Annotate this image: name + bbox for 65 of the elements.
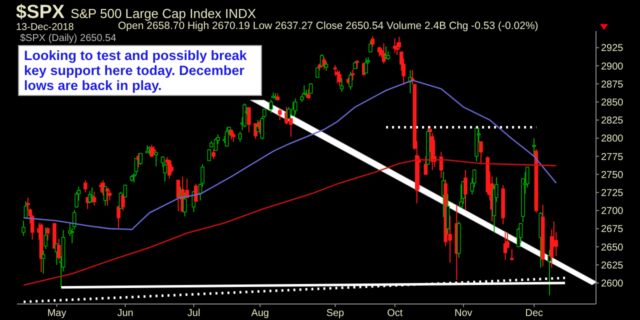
candlestick bbox=[510, 248, 514, 262]
candlestick bbox=[232, 132, 236, 142]
candlestick bbox=[446, 193, 450, 235]
y-tick-label: 2875 bbox=[601, 79, 624, 90]
annotation: $SPX (Daily) 2650.54 bbox=[20, 33, 116, 44]
candlestick bbox=[238, 131, 242, 142]
candlestick bbox=[194, 183, 198, 202]
candlestick bbox=[459, 184, 463, 208]
y-tick-label: 2650 bbox=[601, 242, 624, 254]
x-tick-label: Oct bbox=[387, 308, 403, 320]
candlestick bbox=[83, 180, 88, 193]
candlestick bbox=[532, 138, 536, 158]
candlestick bbox=[212, 148, 216, 160]
candlestick bbox=[90, 186, 94, 204]
line-series bbox=[22, 159, 557, 286]
y-tick-label: 2850 bbox=[601, 98, 624, 109]
y-tick-label: 2925 bbox=[601, 43, 624, 54]
x-tick-label: May bbox=[47, 308, 66, 320]
candlestick bbox=[291, 101, 296, 116]
y-tick-label: 2750 bbox=[601, 170, 624, 181]
candlestick bbox=[46, 226, 50, 241]
candlestick bbox=[308, 82, 313, 94]
candlestick bbox=[370, 36, 375, 48]
annotation: Looking to test and possibly break key support here today. December lows are back in play. bbox=[18, 45, 262, 96]
candlestick bbox=[424, 156, 428, 176]
x-tick-label: Nov bbox=[454, 308, 472, 320]
candlestick bbox=[92, 191, 96, 206]
candlestick bbox=[116, 205, 120, 228]
candlestick bbox=[518, 222, 523, 244]
y-tick-label: 2700 bbox=[601, 206, 624, 218]
candlestick bbox=[56, 238, 61, 260]
chart-title: $SPX bbox=[16, 2, 65, 23]
y-tick-label: 2825 bbox=[601, 116, 624, 127]
candlestick bbox=[106, 188, 110, 206]
candlestick bbox=[121, 193, 125, 212]
candlestick bbox=[368, 40, 372, 52]
candlestick bbox=[207, 148, 212, 162]
y-tick-label: 2900 bbox=[601, 61, 624, 72]
candlestick bbox=[42, 250, 46, 274]
candlestick bbox=[154, 150, 158, 167]
x-tick-label: Jul bbox=[187, 308, 200, 320]
candlestick bbox=[479, 141, 483, 165]
candlestick bbox=[316, 66, 320, 78]
candlestick bbox=[269, 99, 273, 114]
candlestick bbox=[182, 192, 187, 217]
y-tick-label: 2775 bbox=[601, 152, 624, 163]
x-tick-label: Aug bbox=[251, 308, 269, 320]
candlestick bbox=[338, 70, 342, 87]
y-tick-label: 2600 bbox=[601, 278, 624, 290]
candlestick bbox=[340, 78, 344, 92]
x-tick-label: Sep bbox=[326, 308, 345, 320]
candlestick bbox=[278, 107, 282, 121]
annotation: 13-Dec-2018 bbox=[16, 22, 74, 33]
annotation: Open 2658.70 High 2670.19 Low 2637.27 Close 2650.54 Volume 2.4B Chg -0.53 (-0.02%) bbox=[118, 20, 538, 32]
candlestick bbox=[22, 220, 26, 236]
candlestick bbox=[293, 98, 298, 115]
candlestick bbox=[214, 138, 218, 151]
y-tick-label: 2725 bbox=[601, 188, 624, 200]
candlestick bbox=[322, 56, 326, 70]
y-tick-label: 2625 bbox=[601, 260, 624, 272]
chart-subtitle: S&P 500 Large Cap Index INDX bbox=[70, 6, 256, 21]
x-tick-label: Jun bbox=[117, 308, 134, 320]
x-tick-label: Dec bbox=[525, 308, 544, 320]
y-tick-label: 2800 bbox=[601, 134, 624, 145]
y-tick-label: 2675 bbox=[601, 224, 624, 236]
